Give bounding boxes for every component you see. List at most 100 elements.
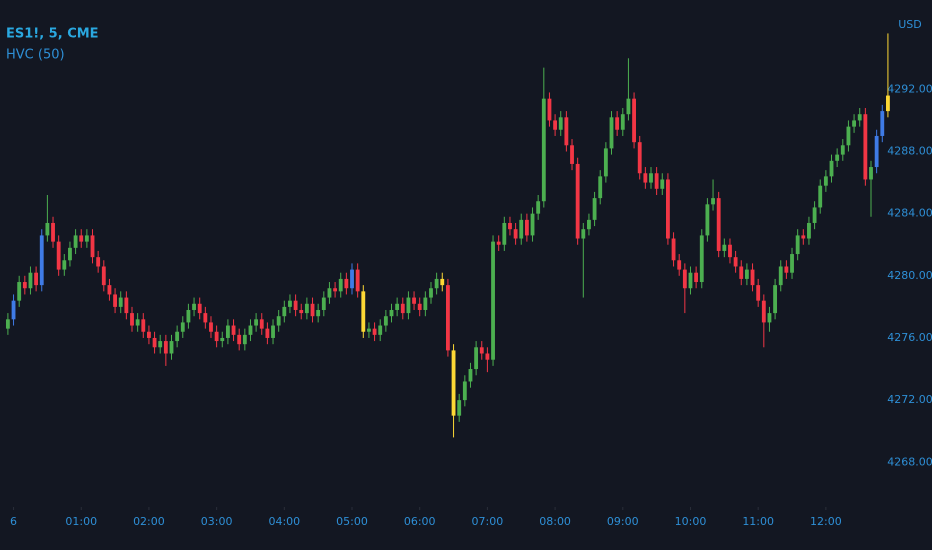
candle-body bbox=[169, 341, 174, 354]
candle-body bbox=[801, 235, 806, 239]
candle-body bbox=[344, 278, 349, 289]
candle-body bbox=[835, 154, 840, 161]
candle-body bbox=[744, 269, 749, 279]
candle-body bbox=[79, 235, 84, 242]
candle-body bbox=[434, 278, 439, 289]
x-tick-label: 10:00 bbox=[675, 515, 707, 528]
candle-body bbox=[350, 269, 354, 289]
candle-body bbox=[367, 328, 371, 332]
x-tick-label: 06:00 bbox=[404, 515, 436, 528]
x-tick-label: 01:00 bbox=[65, 515, 97, 528]
x-tick-label: 11:00 bbox=[742, 515, 774, 528]
candle-body bbox=[68, 247, 72, 261]
candle-body bbox=[39, 235, 44, 286]
candle-body bbox=[784, 266, 789, 273]
candle-body bbox=[615, 117, 620, 130]
candle-body bbox=[722, 244, 727, 251]
candle-body bbox=[654, 173, 659, 189]
candle-body bbox=[84, 235, 89, 242]
candle-body bbox=[564, 117, 569, 146]
candle-body bbox=[524, 219, 529, 236]
candle-body bbox=[248, 325, 253, 335]
candle-body bbox=[468, 369, 473, 382]
y-tick-label: 4288.00 bbox=[887, 145, 932, 158]
candle-body bbox=[51, 222, 55, 242]
candle-body bbox=[632, 98, 636, 143]
candle-body bbox=[598, 176, 603, 199]
candle-body bbox=[603, 148, 608, 177]
candle-body bbox=[694, 272, 699, 283]
candle-body bbox=[28, 272, 33, 289]
candle-body bbox=[829, 160, 834, 177]
candle-body bbox=[186, 309, 191, 323]
candle-body bbox=[502, 222, 507, 245]
candle-body bbox=[716, 198, 721, 251]
candle-body bbox=[152, 337, 157, 348]
x-tick-label: 05:00 bbox=[336, 515, 368, 528]
x-tick-label: 04:00 bbox=[268, 515, 300, 528]
candle-body bbox=[479, 347, 484, 354]
candle-body bbox=[513, 229, 518, 239]
candle-body bbox=[756, 285, 761, 301]
candle-body bbox=[378, 325, 383, 335]
candle-body bbox=[761, 300, 766, 323]
candle-body bbox=[592, 198, 597, 220]
candle-body bbox=[750, 269, 755, 286]
candle-body bbox=[417, 303, 422, 310]
candle-body bbox=[688, 272, 693, 289]
y-tick-label: 4284.00 bbox=[887, 207, 932, 220]
candle-body bbox=[400, 303, 405, 314]
candle-body bbox=[147, 331, 151, 338]
candle-body bbox=[316, 309, 321, 317]
candle-body bbox=[56, 241, 61, 270]
currency-label: USD bbox=[898, 18, 922, 31]
candle-body bbox=[271, 325, 275, 338]
candle-body bbox=[677, 260, 682, 270]
y-tick-label: 4276.00 bbox=[887, 331, 932, 344]
candle-body bbox=[321, 297, 326, 310]
candle-body bbox=[90, 235, 95, 258]
candle-body bbox=[220, 337, 225, 342]
candle-body bbox=[807, 222, 811, 239]
candle-body bbox=[197, 303, 202, 314]
candle-body bbox=[643, 173, 648, 183]
candle-body bbox=[812, 207, 817, 223]
candle-body bbox=[107, 285, 112, 295]
candle-body bbox=[96, 257, 101, 267]
candle-body bbox=[180, 322, 185, 332]
candle-body bbox=[570, 145, 574, 164]
candle-body bbox=[209, 322, 213, 332]
candle-body bbox=[338, 278, 343, 292]
candle-body bbox=[637, 142, 642, 174]
candle-body bbox=[124, 297, 129, 314]
candle-body bbox=[293, 300, 298, 310]
candle-body bbox=[135, 319, 140, 326]
candle-body bbox=[429, 288, 433, 298]
y-tick-label: 4280.00 bbox=[887, 269, 932, 282]
candle-body bbox=[474, 347, 479, 370]
candle-body bbox=[34, 272, 39, 286]
candle-body bbox=[457, 400, 462, 416]
candle-body bbox=[175, 331, 180, 342]
candle-body bbox=[73, 235, 78, 248]
candle-body bbox=[203, 313, 208, 323]
candle-body bbox=[304, 303, 309, 314]
candle-body bbox=[626, 98, 631, 115]
candle-body bbox=[333, 288, 338, 292]
candle-body bbox=[880, 111, 885, 136]
candle-body bbox=[259, 319, 264, 329]
candle-body bbox=[733, 257, 738, 267]
candle-body bbox=[818, 185, 823, 208]
candle-body bbox=[682, 269, 687, 289]
x-tick-label: 08:00 bbox=[539, 515, 571, 528]
x-tick-label: 12:00 bbox=[810, 515, 842, 528]
candle-body bbox=[214, 331, 219, 342]
candle-body bbox=[620, 114, 625, 130]
x-tick-label: 02:00 bbox=[133, 515, 165, 528]
candle-body bbox=[581, 229, 586, 239]
candle-body bbox=[496, 241, 501, 245]
candle-body bbox=[778, 266, 783, 286]
candle-body bbox=[254, 319, 259, 326]
candle-body bbox=[383, 316, 388, 326]
